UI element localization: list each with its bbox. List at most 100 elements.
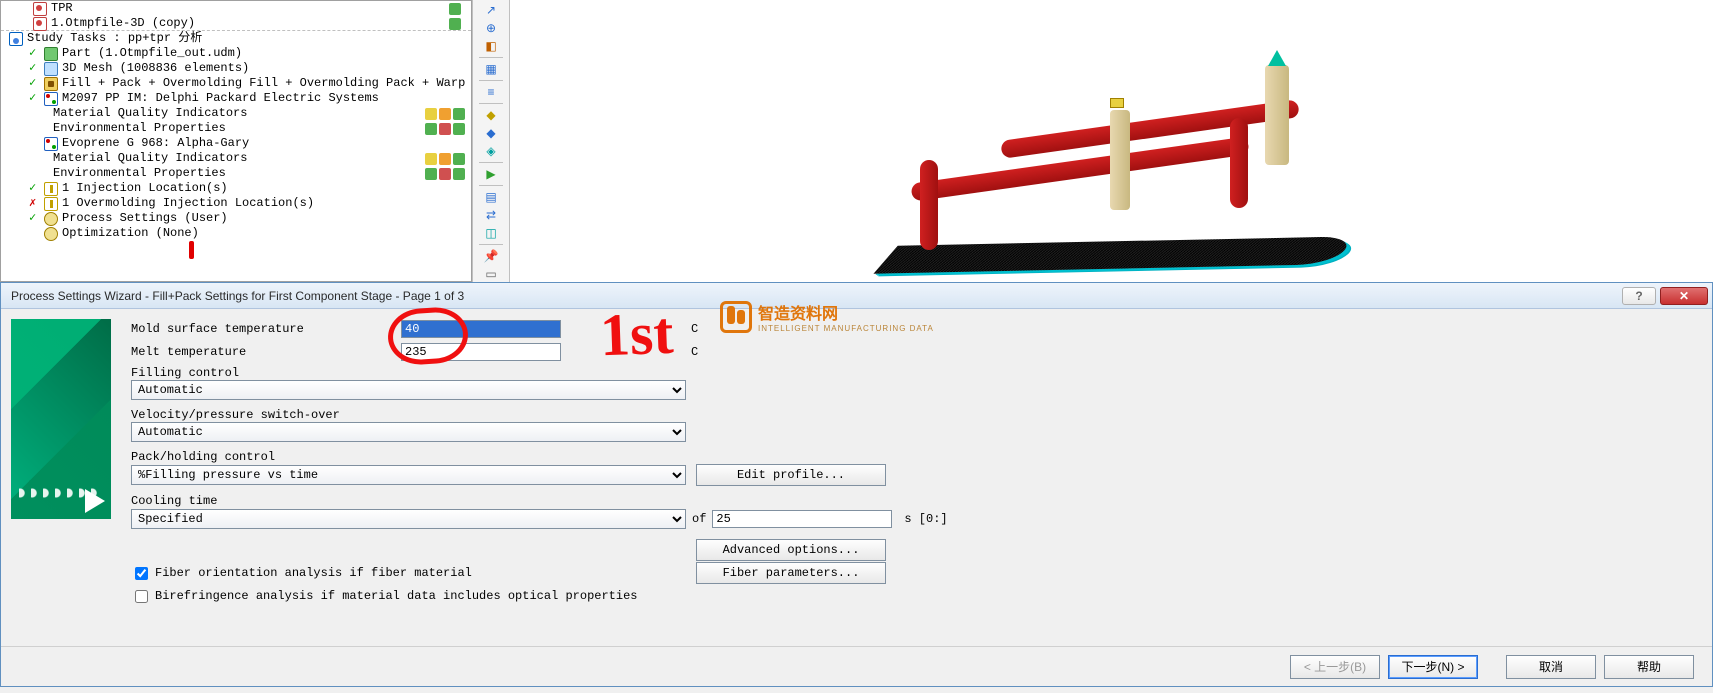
tree-item[interactable]: 1 Injection Location(s): [1, 181, 471, 196]
arrow-right-icon: [85, 489, 105, 513]
exchange-icon[interactable]: ⇄: [477, 207, 505, 223]
cool-time-input[interactable]: [712, 510, 892, 528]
tree-item[interactable]: 1 Overmolding Injection Location(s): [1, 196, 471, 211]
arrow-icon[interactable]: ↗: [477, 2, 505, 18]
tree-item-label: Optimization (None): [62, 226, 199, 241]
gate-cone-icon: [1268, 50, 1286, 66]
check-icon: [29, 198, 41, 210]
tree-item-label: Process Settings (User): [62, 211, 228, 226]
birefringence-label: Birefringence analysis if material data …: [155, 589, 637, 603]
db-icon[interactable]: ≡: [477, 84, 505, 100]
help-titlebar-button[interactable]: ?: [1622, 287, 1656, 305]
pack-label: Pack/holding control: [131, 450, 1702, 464]
status-dot-icon: [425, 153, 437, 165]
gate-box-icon: [1110, 98, 1124, 108]
play-icon[interactable]: ▶: [477, 166, 505, 182]
tree-item-label: Part (1.Otmpfile_out.udm): [62, 46, 242, 61]
advanced-options-button[interactable]: Advanced options...: [696, 539, 886, 561]
palette-icon[interactable]: ◧: [477, 38, 505, 54]
check-icon: [29, 228, 41, 240]
row-status-icons: [425, 123, 465, 135]
cool-combo[interactable]: Specified: [131, 509, 686, 529]
status-dot-icon: [439, 108, 451, 120]
study-title-row[interactable]: Study Tasks : pp+tpr 分析: [1, 31, 471, 46]
sheet-icon[interactable]: ▤: [477, 189, 505, 205]
cube-b-icon[interactable]: ◆: [477, 125, 505, 141]
stats-icon[interactable]: ◫: [477, 225, 505, 241]
mold-temp-label: Mold surface temperature: [131, 322, 401, 336]
check-icon: [29, 138, 41, 150]
next-button[interactable]: 下一步(N) >: [1388, 655, 1478, 679]
tree-item-label: M2097 PP IM: Delphi Packard Electric Sys…: [62, 91, 379, 106]
row-status-icons: [425, 108, 465, 120]
fill-ctrl-combo[interactable]: Automatic: [131, 380, 686, 400]
tree-item[interactable]: Optimization (None): [1, 226, 471, 241]
wizard-side-graphic: [11, 319, 111, 519]
tree-item-label: 1.Otmpfile-3D (copy): [51, 16, 195, 31]
tree-item[interactable]: Part (1.Otmpfile_out.udm): [1, 46, 471, 61]
study-title: Study Tasks : pp+tpr 分析: [27, 31, 202, 46]
plus-cursor-icon[interactable]: ⊕: [477, 20, 505, 36]
ic-gear-icon: [44, 212, 58, 226]
status-dot-icon: [453, 153, 465, 165]
pushpin-icon[interactable]: 📌: [477, 248, 505, 264]
ic-mat-icon: [44, 137, 58, 151]
watermark-sub: INTELLIGENT MANUFACTURING DATA: [758, 324, 934, 333]
ic-part-icon: [44, 47, 58, 61]
back-button[interactable]: < 上一步(B): [1290, 655, 1380, 679]
drop-pipe: [920, 160, 938, 250]
doc-icon: [33, 2, 47, 16]
tree-item-label: Environmental Properties: [53, 166, 226, 181]
fiber-analysis-label: Fiber orientation analysis if fiber mate…: [155, 566, 472, 580]
tree-item[interactable]: Material Quality Indicators: [1, 106, 471, 121]
status-dot-icon: [439, 168, 451, 180]
close-titlebar-button[interactable]: ✕: [1660, 287, 1708, 305]
pack-combo[interactable]: %Filling pressure vs time: [131, 465, 686, 485]
unit-label: C: [691, 345, 698, 359]
status-dot-icon: [439, 153, 451, 165]
cancel-button[interactable]: 取消: [1506, 655, 1596, 679]
tree-item-label: Fill + Pack + Overmolding Fill + Overmol…: [62, 76, 465, 91]
doc-icon[interactable]: ▭: [477, 266, 505, 282]
tree-item[interactable]: 3D Mesh (1008836 elements): [1, 61, 471, 76]
row-status-icons: [425, 153, 465, 165]
tree-item[interactable]: Environmental Properties: [1, 166, 471, 181]
fiber-params-button[interactable]: Fiber parameters...: [696, 562, 886, 584]
tree-item-label: 1 Overmolding Injection Location(s): [62, 196, 314, 211]
grid-icon[interactable]: ▦: [477, 61, 505, 77]
watermark-text: 智造资料网: [758, 300, 934, 324]
check-icon: [29, 93, 41, 105]
mold-temp-input[interactable]: [401, 320, 561, 338]
melt-temp-input[interactable]: [401, 343, 561, 361]
3d-viewport[interactable]: [510, 0, 1713, 282]
cube-y-icon[interactable]: ◆: [477, 107, 505, 123]
ic-gear-icon: [44, 227, 58, 241]
status-dot-icon: [453, 168, 465, 180]
cool-label: Cooling time: [131, 494, 1702, 508]
red-annotation-mark: [189, 241, 194, 259]
vp-combo[interactable]: Automatic: [131, 422, 686, 442]
help-button[interactable]: 帮助: [1604, 655, 1694, 679]
ic-inj-icon: [44, 197, 58, 211]
birefringence-checkbox[interactable]: [135, 590, 148, 603]
tree-item[interactable]: TPR: [5, 1, 467, 16]
tree-item[interactable]: Fill + Pack + Overmolding Fill + Overmol…: [1, 76, 471, 91]
tree-item[interactable]: Material Quality Indicators: [1, 151, 471, 166]
tree-item-label: Evoprene G 968: Alpha-Gary: [62, 136, 249, 151]
flask-icon: [9, 32, 23, 46]
fill-ctrl-label: Filling control: [131, 366, 1702, 380]
tree-item[interactable]: Process Settings (User): [1, 211, 471, 226]
doc-icon: [33, 17, 47, 31]
vp-label: Velocity/pressure switch-over: [131, 408, 1702, 422]
tree-item-label: TPR: [51, 1, 73, 16]
tree-item[interactable]: 1.Otmpfile-3D (copy): [5, 16, 467, 31]
dialog-footer: < 上一步(B) 下一步(N) > 取消 帮助: [1, 646, 1712, 686]
ic-mat-icon: [44, 92, 58, 106]
tree-item[interactable]: M2097 PP IM: Delphi Packard Electric Sys…: [1, 91, 471, 106]
tree-item[interactable]: Environmental Properties: [1, 121, 471, 136]
tree-item[interactable]: Evoprene G 968: Alpha-Gary: [1, 136, 471, 151]
edit-profile-button[interactable]: Edit profile...: [696, 464, 886, 486]
ic-mesh-icon: [44, 62, 58, 76]
fiber-analysis-checkbox[interactable]: [135, 567, 148, 580]
cubes-icon[interactable]: ◈: [477, 143, 505, 159]
